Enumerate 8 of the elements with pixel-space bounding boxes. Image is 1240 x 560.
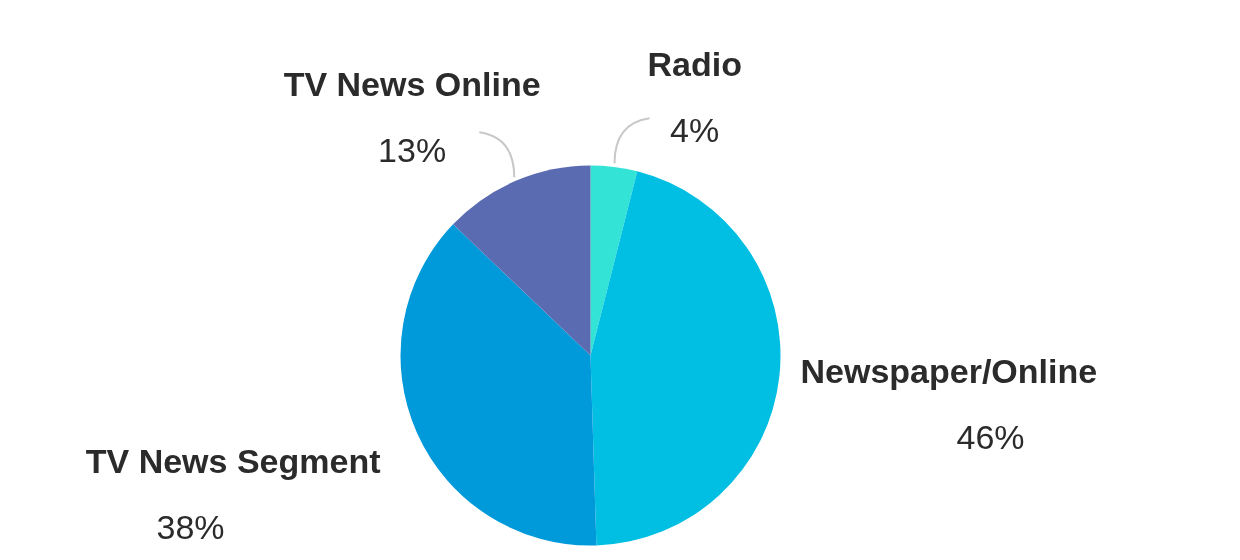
slice-label: Newspaper/Online bbox=[800, 351, 1098, 390]
data-label: 4% bbox=[670, 111, 720, 150]
slice-label: TV News Online bbox=[283, 65, 541, 104]
data-label: 38% bbox=[156, 508, 225, 547]
data-label: 46% bbox=[956, 417, 1025, 456]
slice-label: Radio bbox=[647, 45, 742, 84]
slice-label: TV News Segment bbox=[85, 442, 381, 481]
data-label: 13% bbox=[378, 131, 447, 170]
